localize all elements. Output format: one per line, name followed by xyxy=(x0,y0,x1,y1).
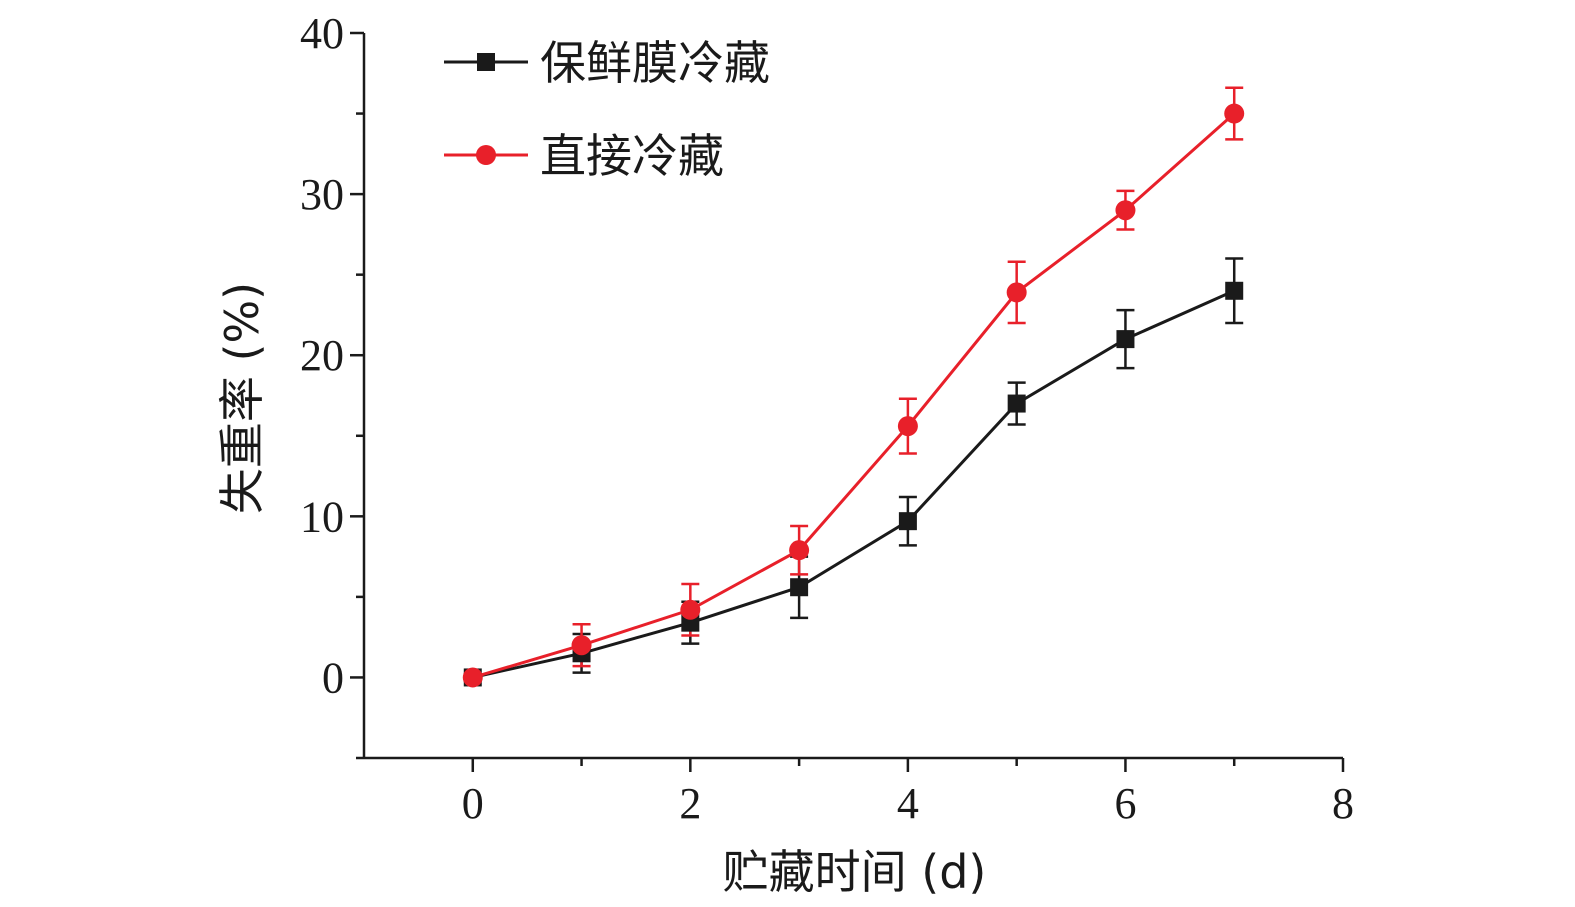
data-point xyxy=(571,635,592,656)
data-point xyxy=(1224,103,1245,124)
data-point xyxy=(462,667,483,688)
data-point xyxy=(898,512,917,531)
data-markers xyxy=(462,103,1245,688)
series-line-2 xyxy=(472,112,1236,679)
x-tick-label: 4 xyxy=(897,779,919,828)
y-tick-label: 10 xyxy=(300,492,344,541)
data-point xyxy=(680,599,701,620)
x-tick-label: 2 xyxy=(679,779,701,828)
legend-label-1: 保鲜膜冷藏 xyxy=(540,36,770,90)
y-tick-label: 20 xyxy=(300,331,344,380)
legend-entry-2: 直接冷藏 xyxy=(444,129,724,183)
y-tick-label: 40 xyxy=(300,9,344,58)
axes: 0 10 20 30 40 0 2 4 6 8 xyxy=(300,9,1354,828)
data-point xyxy=(1115,200,1136,221)
x-axis-title: 贮藏时间 (d) xyxy=(723,845,987,899)
legend-marker-2 xyxy=(476,145,496,165)
series-line-1 xyxy=(472,289,1235,679)
data-point xyxy=(1007,394,1026,413)
data-point xyxy=(1006,282,1027,303)
x-tick-label: 8 xyxy=(1332,779,1354,828)
data-point xyxy=(897,416,918,437)
series-lines xyxy=(472,112,1236,679)
x-tick-label: 0 xyxy=(462,779,484,828)
legend: 保鲜膜冷藏 直接冷藏 xyxy=(444,36,770,183)
x-tick-label: 6 xyxy=(1114,779,1136,828)
data-point xyxy=(1225,281,1244,300)
data-point xyxy=(1116,330,1135,349)
y-tick-label: 30 xyxy=(300,170,344,219)
data-point xyxy=(790,578,809,597)
y-tick-label: 0 xyxy=(322,653,344,702)
legend-marker-1 xyxy=(477,53,495,71)
y-axis-title: 失重率 (%) xyxy=(215,282,269,514)
legend-entry-1: 保鲜膜冷藏 xyxy=(444,36,770,90)
data-point xyxy=(789,540,810,561)
legend-label-2: 直接冷藏 xyxy=(540,129,724,183)
